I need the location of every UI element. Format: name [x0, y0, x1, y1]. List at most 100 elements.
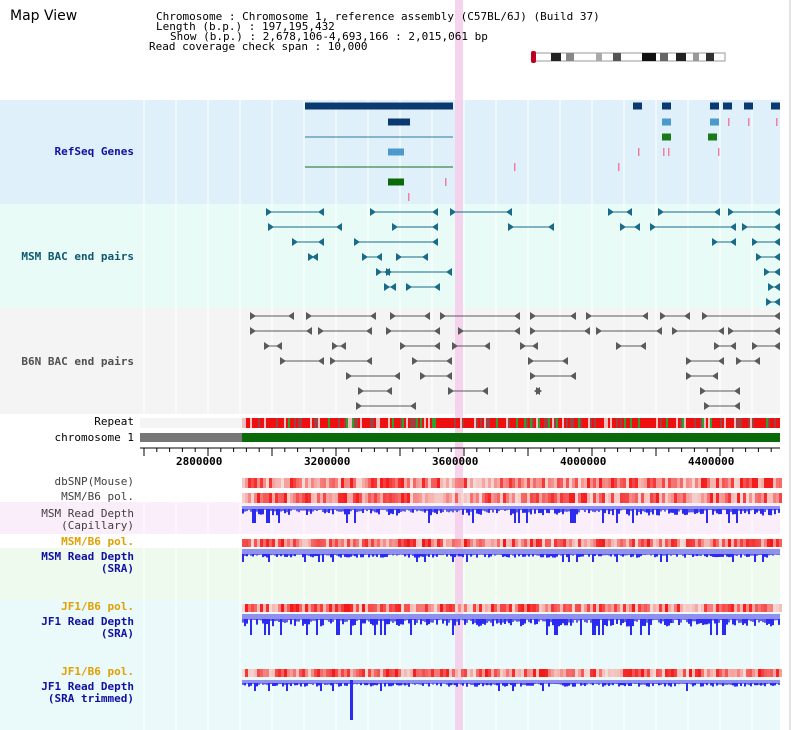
read-depth-bar: [690, 509, 692, 513]
read-depth-bar: [486, 554, 488, 555]
polymorphism-cell: [329, 493, 332, 503]
polymorphism-cell: [464, 539, 467, 547]
read-depth-bar: [252, 619, 254, 620]
read-depth-bar: [276, 619, 278, 621]
read-depth-bar: [504, 619, 506, 625]
polymorphism-cell: [635, 539, 638, 547]
read-depth-bar: [368, 619, 370, 622]
refseq-genes-label[interactable]: RefSeq Genes: [54, 145, 134, 158]
polymorphism-cell: [650, 493, 653, 503]
polymorphism-cell: [356, 604, 359, 612]
polymorphism-cell: [368, 493, 371, 503]
polymorphism-cell: [455, 478, 458, 488]
read-depth-bar: [520, 683, 522, 687]
polymorphism-cell: [272, 669, 275, 677]
jf1-b6-pol-label[interactable]: JF1/B6 pol.: [61, 600, 134, 613]
polymorphism-cell: [695, 478, 698, 488]
read-depth-bar: [254, 554, 256, 555]
read-depth-bar: [442, 619, 444, 624]
read-depth-bar: [700, 554, 702, 556]
read-depth-bar: [750, 683, 752, 687]
polymorphism-cell: [593, 669, 596, 677]
read-depth-bar: [244, 554, 246, 556]
bac-end: [656, 327, 662, 335]
read-depth-bar: [478, 619, 480, 627]
read-depth-bar: [762, 554, 764, 562]
bac-end: [306, 312, 312, 320]
polymorphism-cell: [689, 539, 692, 547]
repeat-element: [734, 418, 736, 428]
msm-bac-label[interactable]: MSM BAC end pairs: [21, 250, 134, 263]
polymorphism-cell: [446, 493, 449, 503]
read-depth-bar: [420, 619, 422, 625]
repeat-element: [452, 418, 454, 428]
polymorphism-cell: [758, 669, 761, 677]
polymorphism-cell: [278, 539, 281, 547]
dbsnp-label[interactable]: dbSNP(Mouse): [54, 475, 134, 488]
repeat-element: [686, 418, 688, 428]
msm-b6-pol-sra-label[interactable]: MSM/B6 pol.: [61, 535, 134, 548]
polymorphism-cell: [743, 539, 746, 547]
read-depth-bar: [280, 683, 282, 685]
polymorphism-cell: [494, 478, 497, 488]
polymorphism-cell: [362, 604, 365, 612]
polymorphism-cell: [674, 604, 677, 612]
read-depth-bar: [282, 619, 284, 623]
read-depth-bar: [740, 554, 742, 558]
read-depth-bar: [304, 683, 306, 687]
polymorphism-cell: [656, 493, 659, 503]
read-depth-bar: [756, 509, 758, 513]
read-depth-bar: [636, 619, 638, 622]
polymorphism-cell: [314, 669, 317, 677]
polymorphism-cell: [344, 539, 347, 547]
jf1-depth-label[interactable]: JF1 Read Depth: [41, 615, 134, 628]
read-depth-bar: [618, 683, 620, 687]
repeat-element: [344, 418, 346, 428]
read-depth-bar: [500, 554, 502, 555]
read-depth-bar: [628, 619, 630, 627]
axis-tick-label: 4000000: [560, 455, 607, 468]
read-depth-bar: [766, 554, 768, 558]
repeat-element: [684, 418, 686, 428]
read-depth-bar: [484, 683, 486, 685]
read-depth-bar: [272, 619, 274, 627]
read-depth-bar: [508, 509, 510, 510]
read-depth-bar: [608, 619, 610, 621]
polymorphism-cell: [458, 493, 461, 503]
bac-end: [450, 208, 456, 216]
read-depth-bar: [502, 554, 504, 557]
msm-depth-sra-label[interactable]: MSM Read Depth: [41, 550, 134, 563]
jf1-b6-pol-trimmed-label[interactable]: JF1/B6 pol.: [61, 665, 134, 678]
bac-end: [420, 372, 426, 380]
read-depth-bar: [522, 683, 524, 685]
polymorphism-cell: [299, 604, 302, 612]
polymorphism-cell: [422, 669, 425, 677]
polymorphism-cell: [401, 478, 404, 488]
polymorphism-cell: [545, 493, 548, 503]
read-depth-bar: [642, 509, 644, 512]
msm-b6-pol-label[interactable]: MSM/B6 pol.: [61, 490, 134, 503]
read-depth-bar: [322, 509, 324, 513]
read-depth-bar: [664, 509, 666, 512]
jf1-depth-trimmed-label[interactable]: JF1 Read Depth: [41, 680, 134, 693]
repeat-element: [538, 418, 540, 428]
polymorphism-cell: [674, 539, 677, 547]
read-depth-bar: [430, 619, 432, 623]
read-depth-bar: [284, 509, 286, 514]
read-depth-bar: [414, 554, 416, 558]
polymorphism-cell: [380, 493, 383, 503]
polymorphism-cell: [242, 478, 245, 488]
bac-end: [712, 372, 718, 380]
b6n-bac-label[interactable]: B6N BAC end pairs: [21, 355, 134, 368]
read-depth-bar: [432, 619, 434, 623]
bac-end: [356, 402, 362, 410]
read-depth-bar: [364, 683, 366, 686]
bac-end: [650, 223, 656, 231]
repeat-element: [530, 418, 532, 428]
msm-depth-capillary-label[interactable]: MSM Read Depth: [41, 507, 134, 520]
polymorphism-cell: [569, 539, 572, 547]
repeat-element: [740, 418, 742, 428]
polymorphism-cell: [362, 539, 365, 547]
read-depth-bar: [542, 683, 544, 691]
